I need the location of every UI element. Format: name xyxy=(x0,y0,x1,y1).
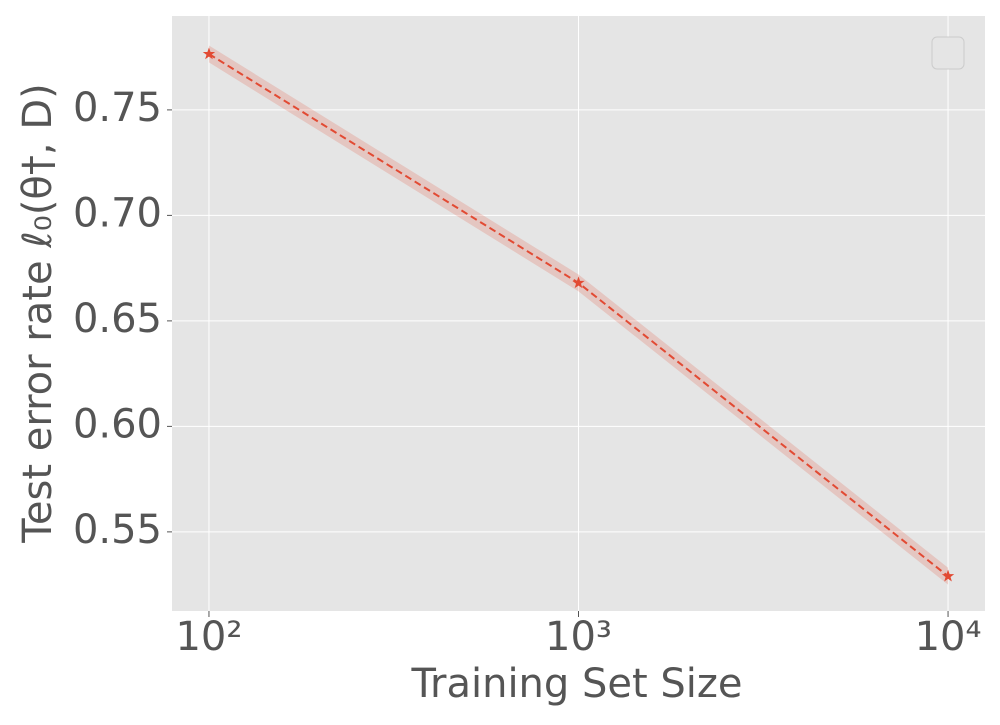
x-axis-label: Training Set Size xyxy=(410,661,742,707)
x-tick-label: 10⁴ xyxy=(915,614,982,660)
point xyxy=(941,569,955,582)
legend-box xyxy=(931,36,965,70)
y-tick-label: 0.65 xyxy=(73,296,162,342)
y-tick-label: 0.60 xyxy=(73,401,162,447)
y-tick-label: 0.70 xyxy=(73,190,162,236)
confidence-band xyxy=(208,45,949,585)
point xyxy=(572,276,585,289)
y-tick-label: 0.75 xyxy=(73,85,162,131)
y-axis-label: Test error rate ℓ₀(θ†, D) xyxy=(15,83,61,543)
x-tick-label: 10² xyxy=(175,614,242,660)
y-tick-label: 0.55 xyxy=(73,507,162,553)
point xyxy=(202,47,216,60)
x-tick-label: 10³ xyxy=(545,614,612,660)
